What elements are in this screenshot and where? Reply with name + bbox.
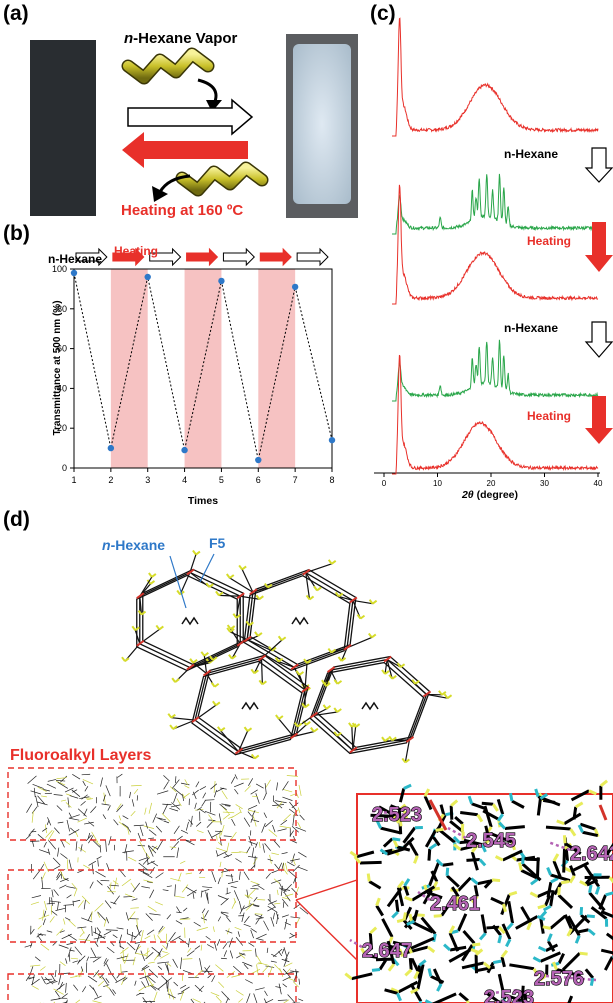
process-arrows [75, 247, 329, 267]
heating-160-label: Heating at 160 ºC [121, 202, 244, 219]
c-heating-label-1: Heating [527, 234, 571, 248]
pore-ring [243, 574, 351, 672]
distance-label: 2.523 [372, 804, 422, 826]
xrd-pattern-5 [392, 354, 599, 475]
xrd-pattern-1 [392, 17, 599, 137]
data-point [70, 269, 78, 277]
c-x-tick-label: 10 [433, 479, 442, 488]
layer-box-3 [7, 973, 297, 1003]
xrd-pattern-4 [392, 339, 599, 402]
transmittance-line [73, 272, 333, 461]
data-point [144, 273, 151, 281]
distance-label: 2.545 [466, 830, 516, 852]
xrd-pattern-3 [392, 184, 599, 305]
b-hexane-label: n-Hexane [48, 252, 102, 266]
plot-frame [73, 268, 333, 469]
y-tick-label: 0 [62, 463, 67, 473]
pore-ring [309, 661, 425, 755]
pore-ring [136, 574, 238, 672]
dark-film-image [30, 40, 96, 216]
crystal-structure-figure: n-Hexane F5 Fluoroalkyl Layers 2.523 2.54… [7, 535, 613, 1003]
hexane-arrow-icon [222, 247, 255, 267]
x-tick-label: 6 [256, 475, 261, 485]
distance-label: 2.576 [534, 968, 584, 990]
y-axis-label: Transmittance at 500 nm (%) [52, 300, 63, 435]
data-point [181, 446, 188, 454]
panel-d-label: (d) [3, 508, 30, 531]
panel-c-label: (c) [370, 2, 396, 25]
layer-packing-drawing [24, 773, 309, 1003]
x-tick-label: 1 [71, 475, 76, 485]
x-tick-label: 4 [182, 475, 187, 485]
xrd-chart: 0 10 20 30 40 n-Hexane Heating n-Hexane Heat… [374, 17, 613, 501]
pore-structure-drawing [121, 549, 453, 764]
layer-box-2 [7, 869, 297, 943]
c-heating-label-2: Heating [527, 409, 571, 423]
pore-ring [142, 568, 244, 666]
y-tick-label: 20 [57, 423, 67, 433]
c-white-arrow-2-icon [584, 321, 613, 358]
heating-band [110, 269, 148, 468]
y-tick-label: 60 [57, 344, 67, 354]
c-x-tick-label: 30 [540, 479, 549, 488]
c-x-axis-label: 2θ (degree) [461, 489, 518, 501]
d-f5-label: F5 [209, 535, 226, 551]
hexane-guest [361, 701, 379, 711]
y-tick-label: 80 [57, 304, 67, 314]
x-tick-label: 7 [293, 475, 298, 485]
panel-b-label: (b) [3, 222, 30, 245]
x-tick-label: 2 [108, 475, 113, 485]
data-point [107, 444, 115, 452]
data-point [291, 283, 299, 291]
heating-arrow-icon [186, 247, 219, 267]
layers-title: Fluoroalkyl Layers [10, 747, 151, 764]
y-tick-label: 40 [57, 383, 67, 393]
layer-box-1 [7, 767, 297, 841]
x-tick-label: 8 [329, 475, 334, 485]
x-axis-label: Times [188, 495, 218, 507]
d-hexane-label: n-Hexane [102, 537, 165, 553]
hexane-arrow-icon [149, 247, 182, 267]
xrd-pattern-2 [392, 173, 599, 235]
data-point [218, 277, 225, 285]
transmittance-chart: n-Hexane Heating 0 20 40 60 80 100 1 2 3 4 5 6 7 8 Tr… [48, 244, 336, 507]
hexane-arrow-icon [75, 247, 108, 267]
heating-band [184, 269, 222, 468]
distance-label: 2.461 [430, 893, 480, 915]
heating-arrow-icon [112, 247, 145, 267]
white-arrow-right-icon [127, 98, 254, 136]
heating-arrow-icon [259, 247, 292, 267]
distance-label: 2.642 [570, 843, 613, 865]
hexane-guest [291, 616, 309, 626]
hexane-guest [181, 616, 199, 626]
c-hexane-label-2: n-Hexane [504, 321, 558, 335]
pore-ring [191, 660, 303, 756]
c-x-tick-label: 0 [382, 479, 387, 488]
c-red-arrow-1-icon [585, 222, 613, 272]
panel-a-figure [30, 34, 358, 218]
c-x-tick-label: 20 [487, 479, 496, 488]
panel-a-label: (a) [3, 2, 29, 25]
x-tick-label: 3 [145, 475, 150, 485]
vapor-label: n-Hexane Vapor [124, 30, 238, 47]
c-red-arrow-2-icon [585, 396, 613, 444]
b-heating-label: Heating [114, 244, 158, 258]
x-tick-label: 5 [219, 475, 224, 485]
heating-band [258, 269, 296, 468]
pore-ring [139, 571, 241, 669]
data-point [255, 456, 262, 464]
red-arrow-left-icon [122, 132, 248, 168]
c-hexane-label-1: n-Hexane [504, 147, 558, 161]
hexane-arrow-icon [296, 247, 329, 267]
distance-label: 2.647 [362, 940, 412, 962]
c-white-arrow-1-icon [584, 147, 613, 183]
c-x-tick-label: 40 [594, 479, 603, 488]
y-tick-label: 100 [52, 264, 67, 274]
distance-label: 2.523 [484, 987, 534, 1003]
data-point [328, 436, 336, 444]
hexane-guest [241, 701, 259, 711]
